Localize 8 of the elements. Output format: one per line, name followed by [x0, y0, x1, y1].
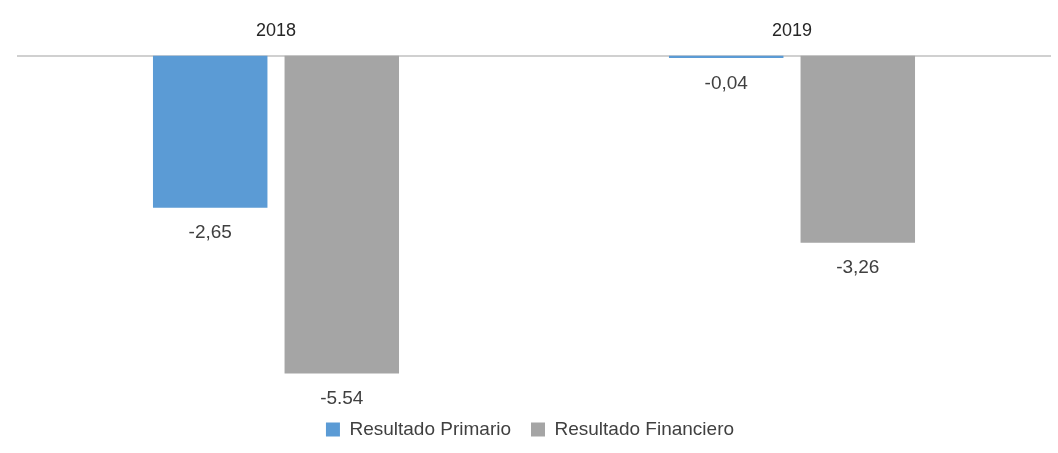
legend-label: Resultado Financiero: [554, 417, 735, 439]
x-tick-label: 2018: [255, 19, 297, 40]
data-label: -5.54: [320, 387, 364, 409]
x-tick-label: 2019: [771, 19, 813, 40]
data-label: -3,26: [836, 256, 880, 278]
data-label: -0,04: [704, 71, 749, 93]
legend-label: Resultado Primario: [349, 417, 512, 439]
data-label: -2,65: [188, 221, 232, 243]
